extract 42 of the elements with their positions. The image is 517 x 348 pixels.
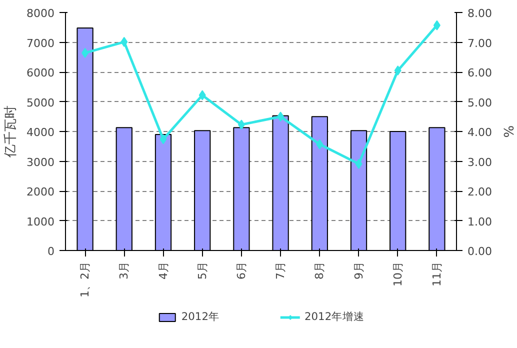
y2-tick-label: 7.00 bbox=[468, 36, 492, 50]
y-tick-label: 8000 bbox=[26, 7, 55, 20]
point bbox=[277, 112, 284, 122]
x-tick-label: 1、2月 bbox=[78, 261, 92, 298]
y-tick-label: 3000 bbox=[26, 156, 55, 169]
x-tick-label: 8月 bbox=[313, 262, 326, 280]
y2-tick-label: 5.00 bbox=[468, 96, 492, 110]
x-tick-label: 10月 bbox=[391, 261, 404, 286]
y-tick-label: 7000 bbox=[26, 36, 55, 50]
x-tick-label: 11月 bbox=[430, 261, 444, 286]
point bbox=[355, 158, 362, 169]
point bbox=[316, 139, 324, 150]
point bbox=[160, 134, 167, 144]
point bbox=[238, 120, 245, 130]
y2-tick-label: 0.00 bbox=[468, 245, 492, 258]
x-tick-label: 4月 bbox=[156, 262, 170, 280]
x-tick-label: 9月 bbox=[352, 262, 366, 280]
point bbox=[394, 66, 402, 76]
point bbox=[198, 90, 206, 100]
y-axis-title: 亿千瓦时 bbox=[4, 106, 19, 158]
y-tick-label: 2000 bbox=[26, 186, 55, 198]
point bbox=[433, 20, 440, 30]
x-tick-label: 6月 bbox=[234, 262, 248, 280]
legend-label: 2012年增速 bbox=[304, 310, 365, 324]
y2-axis-title: % bbox=[500, 125, 515, 138]
y2-tick-label: 2.00 bbox=[468, 186, 492, 198]
x-tick-label: 7月 bbox=[274, 262, 288, 280]
y-tick-label: 5000 bbox=[26, 96, 55, 110]
y-tick-label: 4000 bbox=[26, 126, 55, 139]
x-tick-label: 5月 bbox=[196, 262, 209, 280]
y-tick-label: 6000 bbox=[26, 66, 55, 80]
y-tick-label: 1000 bbox=[26, 215, 55, 228]
y2-tick-label: 6.00 bbox=[468, 66, 492, 80]
point bbox=[120, 36, 128, 47]
x-tick-label: 3月 bbox=[118, 262, 131, 280]
legend-label: 2012年 bbox=[181, 310, 220, 324]
y-tick-label: 0 bbox=[48, 245, 54, 258]
y2-tick-label: 3.00 bbox=[468, 156, 492, 169]
y2-tick-label: 8.00 bbox=[468, 7, 492, 20]
y2-tick-label: 1.00 bbox=[468, 215, 492, 228]
y2-tick-label: 4.00 bbox=[468, 126, 492, 139]
point bbox=[82, 48, 89, 58]
